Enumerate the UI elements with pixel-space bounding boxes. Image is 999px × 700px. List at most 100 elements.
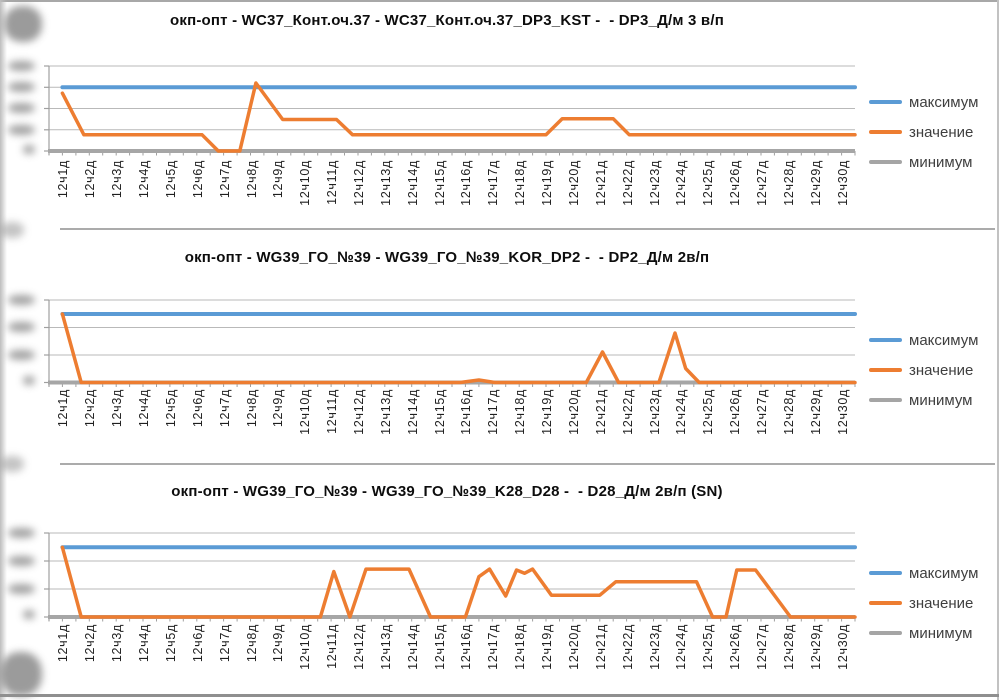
window-bottom-edge [0,694,999,697]
x-axis-label: 12ч24д [674,624,688,670]
x-axis-label: 12ч6д [191,389,205,428]
blurred-label-smudge [23,610,35,619]
x-axis-label: 12ч16д [459,389,473,435]
x-axis-label: 12ч22д [621,624,635,670]
x-axis-label: 12ч21д [594,624,608,670]
x-axis-label: 12ч27д [755,160,769,206]
legend-line-swatch-minimum [869,160,902,164]
x-axis-label: 12ч22д [621,389,635,435]
x-axis-label: 12ч27д [755,624,769,670]
x-axis-label: 12ч15д [433,160,447,206]
x-axis-label: 12ч25д [701,389,715,435]
x-axis-label: 12ч10д [298,160,312,206]
x-axis-label: 12ч21д [594,389,608,435]
x-axis-label: 12ч7д [218,160,232,199]
x-axis-label: 12ч29д [809,389,823,435]
x-axis-label: 12ч23д [648,160,662,206]
blurred-label-smudge [8,350,35,360]
x-axis-label: 12ч3д [110,160,124,199]
x-axis-label: 12ч23д [648,624,662,670]
blurred-label-smudge [8,295,35,305]
window-left-edge [0,0,7,700]
x-axis-label: 12ч19д [540,624,554,670]
x-axis-label: 12ч16д [459,624,473,670]
x-axis-label: 12ч7д [218,389,232,428]
x-axis-label: 12ч20д [567,160,581,206]
x-axis-label: 12ч16д [459,160,473,206]
x-axis-label: 12ч9д [271,624,285,663]
legend-label-maximum: максимум [909,331,979,349]
legend-line-swatch-minimum [869,631,902,635]
x-axis-label: 12ч4д [137,624,151,663]
x-axis-label: 12ч3д [110,389,124,428]
x-axis-label: 12ч2д [83,389,97,428]
panel-divider [60,463,995,465]
chart-title: окп-опт - WC37_Конт.оч.37 - WC37_Конт.оч… [170,12,724,29]
x-axis-label: 12ч1д [56,389,70,428]
x-axis-label: 12ч11д [325,389,339,434]
legend: максимум значение минимум [869,330,996,420]
legend-line-swatch-maximum [869,571,902,575]
legend-label-maximum: максимум [909,93,979,111]
legend-line-swatch-maximum [869,100,902,104]
x-axis-label: 12ч22д [621,160,635,206]
legend-item-maximum: максимум [869,330,996,350]
x-axis-label: 12ч15д [433,624,447,670]
legend-label-minimum: минимум [909,624,973,642]
chart-title: окп-опт - WG39_ГО_№39 - WG39_ГО_№39_KOR_… [184,249,710,266]
x-axis-label: 12ч6д [191,160,205,199]
x-axis-label: 12ч20д [567,624,581,670]
x-axis-label: 12ч5д [164,624,178,663]
legend-item-maximum: максимум [869,92,996,112]
legend-label-value: значение [909,361,974,379]
blurred-label-smudge [0,652,42,696]
x-axis-label: 12ч7д [218,624,232,663]
x-axis-label: 12ч4д [137,389,151,428]
x-axis-label: 12ч6д [191,624,205,663]
legend-item-minimum: минимум [869,152,996,172]
x-axis-label: 12ч18д [513,624,527,670]
x-axis-label: 12ч13д [379,624,393,670]
x-axis-label: 12ч30д [836,389,850,435]
x-axis-label: 12ч25д [701,624,715,670]
x-axis-label: 12ч30д [836,624,850,670]
blurred-label-smudge [8,322,35,332]
blurred-label-smudge [0,222,24,238]
x-axis-label: 12ч2д [83,624,97,663]
legend-item-minimum: минимум [869,623,996,643]
legend: максимум значение минимум [869,563,996,653]
x-axis-label: 12ч12д [352,624,366,670]
x-axis-label: 12ч3д [110,624,124,663]
blurred-label-smudge [8,584,35,594]
x-axis-label: 12ч1д [56,624,70,663]
legend-item-maximum: максимум [869,563,996,583]
blurred-label-smudge [8,103,35,113]
x-axis-label: 12ч13д [379,160,393,206]
x-axis-label: 12ч13д [379,389,393,435]
legend-label-minimum: минимум [909,391,973,409]
x-axis-label: 12ч5д [164,389,178,428]
legend-item-value: значение [869,593,996,613]
legend-line-swatch-value [869,130,902,134]
x-axis-label: 12ч8д [245,160,259,199]
plot-area [44,532,857,622]
legend-label-minimum: минимум [909,153,973,171]
panel-divider [60,228,995,230]
blurred-label-smudge [8,528,35,538]
x-axis-label: 12ч14д [406,624,420,670]
legend-item-value: значение [869,122,996,142]
x-axis-label: 12ч27д [755,389,769,435]
x-axis-label: 12ч18д [513,389,527,435]
legend-line-swatch-value [869,601,902,605]
x-axis-label: 12ч11д [325,624,339,669]
legend-item-minimum: минимум [869,390,996,410]
x-axis-label: 12ч29д [809,160,823,206]
x-axis-label: 12ч19д [540,389,554,435]
blurred-label-smudge [8,61,35,71]
legend: максимум значение минимум [869,92,996,182]
x-axis-label: 12ч20д [567,389,581,435]
legend-line-swatch-minimum [869,398,902,402]
window-top-edge [0,0,999,2]
legend-line-swatch-value [869,368,902,372]
x-axis-label: 12ч4д [137,160,151,199]
